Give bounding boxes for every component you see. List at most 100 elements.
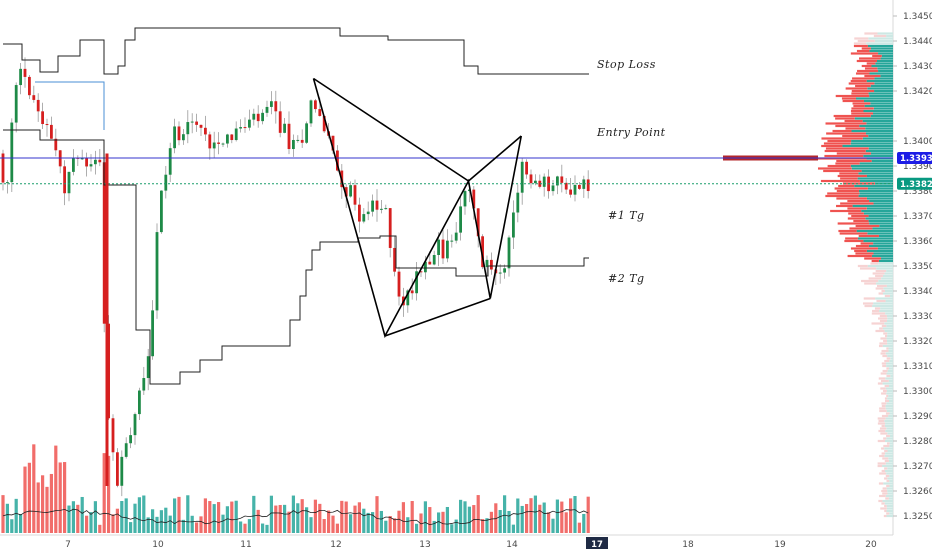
candle-body [560, 176, 564, 183]
candle-body [124, 443, 128, 457]
profile-bar-up [873, 107, 893, 110]
profile-bar-up [885, 494, 893, 498]
candle-body [50, 124, 53, 139]
profile-bar-up [885, 299, 893, 303]
profile-bar-down [879, 409, 887, 413]
profile-bar-down [881, 469, 886, 473]
volume-bar [569, 498, 573, 533]
profile-bar-up [885, 417, 893, 420]
profile-bar-down [871, 322, 885, 325]
volume-bar [124, 498, 128, 533]
profile-bar-up [866, 79, 893, 83]
volume-bar [137, 497, 141, 533]
profile-bar-down [864, 304, 873, 308]
profile-bar-down [848, 82, 875, 85]
profile-bar-up [858, 194, 893, 198]
candle-body [63, 166, 66, 194]
volume-bar [296, 503, 300, 533]
candle-body [85, 158, 88, 167]
time-axis[interactable]: 710111213141718192017 [65, 537, 877, 550]
candle-body [142, 378, 146, 391]
profile-bar-up [869, 222, 893, 225]
profile-bar-up [863, 109, 893, 113]
price-tick-label: 1.33600 [903, 237, 932, 247]
current-day-label: 17 [591, 540, 603, 550]
profile-bar-up [857, 237, 893, 240]
profile-bar-down [854, 37, 869, 40]
candle-body [89, 164, 93, 167]
candle-body [459, 206, 462, 233]
candle-body [336, 150, 339, 171]
volume-bar [335, 523, 339, 533]
candle-body [564, 182, 568, 190]
volume-bar [252, 495, 256, 533]
candle-body [415, 271, 418, 294]
profile-bar-down [850, 109, 864, 113]
candle-body [186, 122, 190, 135]
volume-bar [313, 499, 317, 533]
profile-bar-down [886, 442, 890, 445]
profile-bar-up [888, 349, 893, 353]
profile-bar-up [865, 149, 893, 153]
profile-bar-up [880, 74, 893, 78]
candle-body [160, 190, 163, 233]
profile-bar-down [850, 247, 878, 250]
volume-bar [485, 518, 489, 533]
price-axis[interactable]: 1.34500 1.34400 1.34300 1.34200 1.34000 1.339… [893, 12, 932, 522]
volume-bar [71, 501, 75, 533]
profile-bar-up [886, 509, 893, 513]
volume-bar [371, 512, 375, 533]
profile-bar-up [885, 429, 893, 433]
volume-bar [406, 517, 410, 533]
volume-bar [247, 519, 251, 533]
volume-bar [322, 519, 326, 533]
volume-bar [379, 510, 383, 533]
profile-bar-up [868, 134, 893, 138]
profile-bar-down [875, 274, 883, 278]
profile-bar-down [835, 162, 860, 165]
profile-bar-up [850, 142, 893, 145]
profile-bar-down [863, 297, 876, 300]
profile-bar-up [887, 492, 893, 495]
profile-bar-down [881, 324, 887, 328]
profile-bar-down [821, 137, 863, 140]
profile-bar-up [887, 354, 893, 358]
price-tick-label: 1.33400 [903, 287, 932, 297]
price-tick-label: 1.32900 [903, 412, 932, 422]
profile-bar-up [867, 187, 893, 190]
profile-bar-down [848, 212, 864, 215]
profile-bar-down [880, 432, 888, 435]
candle-body [529, 174, 533, 184]
candle-body [309, 100, 313, 124]
volume-bar [54, 445, 58, 533]
candle-body [472, 189, 476, 209]
profile-bar-down [851, 89, 875, 93]
profile-bar-up [856, 229, 893, 233]
candle-body [212, 142, 216, 149]
profile-bar-up [889, 484, 893, 488]
volume-bar [423, 501, 427, 533]
volume-bar [199, 516, 203, 533]
volume-bar [459, 499, 463, 533]
profile-bar-up [874, 39, 893, 43]
candle-body [375, 200, 379, 210]
volume-bar [511, 524, 515, 533]
price-tick-label: 1.33200 [903, 337, 932, 347]
candle-body [36, 99, 40, 112]
volume-bar [283, 504, 287, 533]
profile-bar-down [871, 259, 879, 263]
pattern-ac-line [384, 297, 491, 337]
candle-body [296, 139, 300, 141]
volume-bar [586, 496, 590, 533]
candle-body [406, 290, 410, 306]
profile-bar-up [861, 209, 893, 213]
profile-bar-up [866, 249, 893, 253]
volume-bar [221, 514, 225, 533]
volume-bar [261, 523, 265, 533]
profile-bar-down [881, 404, 886, 408]
volume-bar [542, 502, 546, 533]
profile-bar-up [850, 164, 893, 168]
profile-bar-down [872, 54, 882, 58]
candle-body [116, 452, 119, 486]
